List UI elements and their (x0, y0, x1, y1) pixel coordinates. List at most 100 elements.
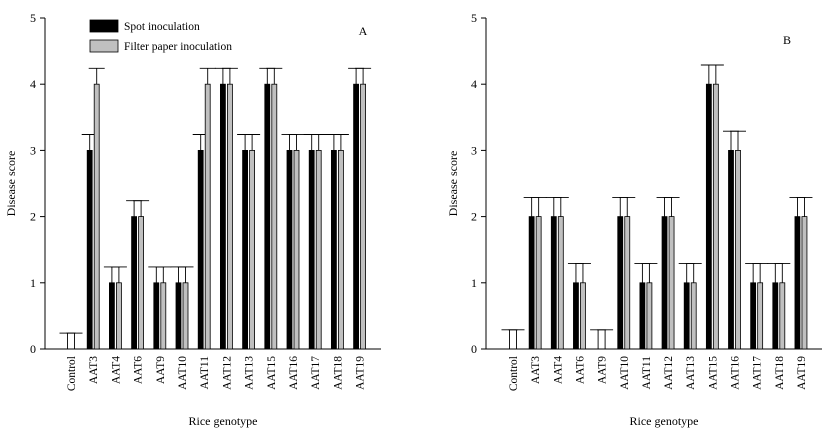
x-tick-label: Control (508, 356, 520, 391)
bar-spot-aat9 (153, 282, 160, 350)
bar-spot-aat10 (175, 282, 182, 350)
bar-spot-aat10 (617, 216, 624, 350)
x-tick-label: AAT15 (707, 356, 719, 390)
bar-spot-aat16 (286, 149, 293, 350)
x-tick-label: AAT4 (110, 356, 122, 384)
x-tick-label: AAT18 (332, 356, 344, 390)
bar-spot-aat15 (705, 83, 712, 350)
y-axis-label: Disease score (446, 151, 460, 217)
panel-label: A (359, 24, 368, 38)
bar-spot-aat12 (661, 216, 668, 350)
y-tick-label: 1 (471, 276, 477, 290)
x-tick-label: Control (66, 356, 78, 391)
x-tick-label: AAT13 (685, 356, 697, 390)
x-tick-label: AAT6 (133, 356, 145, 384)
bar-filter-aat6 (138, 216, 145, 350)
y-tick-label: 3 (30, 143, 36, 157)
bar-spot-aat15 (264, 83, 271, 350)
y-tick-label: 4 (471, 77, 477, 91)
bar-filter-aat13 (249, 149, 256, 350)
bar-spot-aat19 (353, 83, 360, 350)
bar-filter-aat19 (360, 83, 367, 350)
bar-spot-aat11 (639, 282, 646, 350)
chart-panel-b: 0 1 2 3 4 5 Disease score Rice genotype B Control… (446, 11, 822, 428)
x-tick-label: AAT18 (774, 356, 786, 390)
legend-swatch (89, 39, 119, 53)
y-tick-label: 2 (471, 210, 477, 224)
bar-filter-aat11 (204, 83, 211, 350)
legend-swatch (89, 19, 119, 33)
y-tick-label: 3 (471, 143, 477, 157)
x-tick-label: AAT16 (730, 356, 742, 390)
bar-spot-aat11 (197, 149, 204, 350)
bar-spot-aat16 (728, 149, 734, 350)
bar-filter-aat18 (779, 282, 786, 350)
bar-filter-aat12 (226, 83, 233, 350)
panel-label: B (783, 33, 791, 47)
y-tick-label: 2 (30, 210, 36, 224)
bar-filter-aat11 (646, 282, 653, 350)
x-tick-label: AAT3 (530, 356, 542, 384)
y-tick-label: 4 (30, 77, 36, 91)
x-tick-label: AAT15 (266, 356, 278, 390)
bar-filter-aat16 (293, 149, 300, 350)
bar-spot-aat3 (86, 149, 93, 350)
y-tick-label: 0 (30, 342, 36, 356)
bar-filter-aat18 (337, 149, 344, 350)
bar-spot-aat17 (308, 149, 315, 350)
bar-filter-aat3 (535, 216, 542, 350)
x-tick-label: AAT16 (288, 356, 300, 390)
x-tick-label: AAT19 (796, 356, 808, 390)
x-tick-label: AAT6 (574, 356, 586, 384)
bar-filter-aat4 (557, 216, 564, 350)
legend-entry: Spot inoculation (124, 21, 200, 33)
x-tick-label: AAT10 (619, 356, 631, 390)
bar-spot-aat6 (573, 282, 579, 350)
bar-filter-aat15 (271, 83, 278, 350)
x-tick-label: AAT17 (752, 356, 764, 390)
bar-spot-aat19 (794, 216, 801, 350)
bar-filter-aat3 (93, 83, 100, 350)
bar-filter-aat10 (182, 282, 189, 350)
bar-filter-aat10 (624, 216, 631, 350)
bar-filter-aat13 (690, 282, 697, 350)
bar-spot-aat12 (219, 83, 226, 350)
legend: Spot inoculation Filter paper inoculation (89, 19, 232, 53)
chart-panel-a: 0 1 2 3 4 5 Disease score Rice genotype A Control… (4, 11, 381, 428)
x-tick-label: AAT11 (199, 356, 211, 390)
x-axis-label: Rice genotype (630, 414, 699, 428)
bar-filter-aat15 (712, 83, 719, 350)
y-tick-label: 5 (471, 11, 477, 25)
x-tick-label: AAT9 (155, 356, 167, 384)
x-tick-label: AAT10 (177, 356, 189, 390)
bar-filter-aat12 (668, 216, 675, 350)
bar-filter-aat16 (735, 149, 741, 350)
y-tick-label: 0 (471, 342, 477, 356)
x-tick-label: AAT19 (355, 356, 367, 390)
y-axis-label: Disease score (4, 151, 18, 217)
bar-filter-aat17 (315, 149, 322, 350)
bar-spot-aat13 (683, 282, 690, 350)
x-tick-label: AAT4 (552, 356, 564, 384)
bar-spot-aat4 (550, 216, 557, 350)
x-axis-label: Rice genotype (189, 414, 258, 428)
y-tick-label: 1 (30, 276, 36, 290)
x-tick-label: AAT9 (597, 356, 609, 384)
x-tick-label: AAT3 (88, 356, 100, 384)
legend-entry: Filter paper inoculation (124, 41, 232, 53)
y-tick-label: 5 (30, 11, 36, 25)
bar-filter-aat19 (801, 216, 808, 350)
x-tick-label: AAT12 (221, 356, 233, 390)
bar-spot-aat18 (330, 149, 337, 350)
bar-spot-aat3 (528, 216, 535, 350)
bar-filter-aat9 (160, 282, 167, 350)
bar-spot-aat17 (750, 282, 757, 350)
bar-spot-aat18 (772, 282, 779, 350)
bar-filter-aat6 (580, 282, 586, 350)
bar-spot-aat6 (131, 216, 138, 350)
bar-spot-aat4 (109, 282, 115, 350)
bar-spot-aat13 (242, 149, 249, 350)
x-tick-label: AAT13 (244, 356, 256, 390)
bar-filter-aat17 (757, 282, 764, 350)
